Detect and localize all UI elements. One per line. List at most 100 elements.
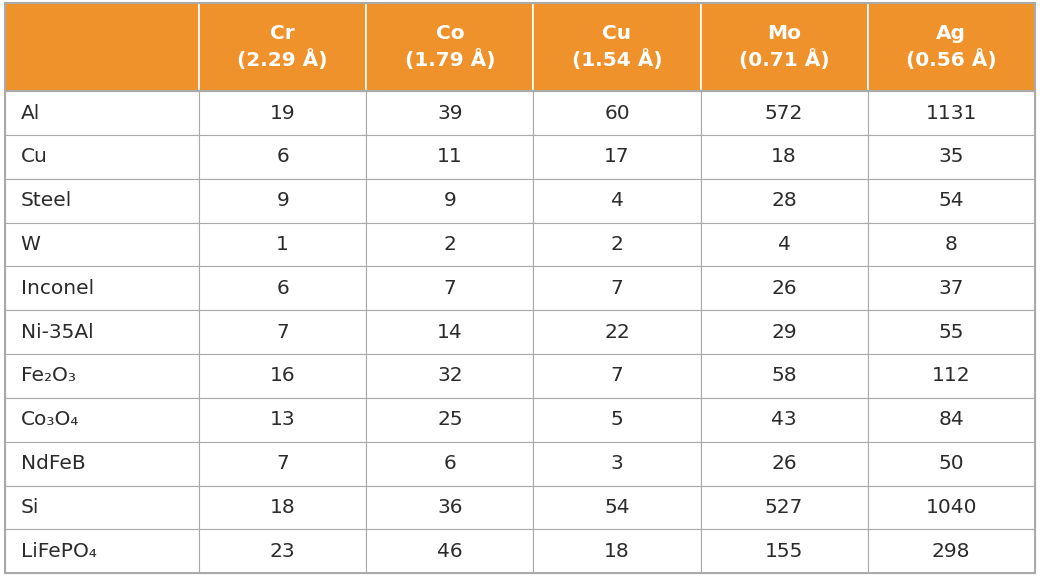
Text: 9: 9 [443,191,457,210]
Text: 28: 28 [772,191,797,210]
Bar [5,310,199,354]
Text: LiFePO₄: LiFePO₄ [21,541,97,560]
Bar [534,398,701,442]
Text: 29: 29 [772,323,797,342]
Bar [366,3,534,91]
Bar [701,91,867,135]
Text: Fe₂O₃: Fe₂O₃ [21,366,76,385]
Bar [5,442,199,486]
Bar [5,529,199,573]
Text: 35: 35 [938,147,964,166]
Bar [534,529,701,573]
Text: 18: 18 [269,498,295,517]
Text: 7: 7 [610,366,623,385]
Text: Cu
(1.54 Å): Cu (1.54 Å) [572,24,662,70]
Bar [199,91,366,135]
Text: 50: 50 [938,454,964,473]
Bar [534,442,701,486]
Bar [534,3,701,91]
Text: 4: 4 [778,235,790,254]
Bar [366,529,534,573]
Bar [867,135,1035,179]
Bar [366,91,534,135]
Bar [366,354,534,398]
Text: 54: 54 [938,191,964,210]
Text: 572: 572 [764,104,803,123]
Bar [366,442,534,486]
Bar [867,486,1035,529]
Text: 7: 7 [277,454,289,473]
Bar [199,398,366,442]
Text: Ni-35Al: Ni-35Al [21,323,94,342]
Text: Mo
(0.71 Å): Mo (0.71 Å) [738,24,830,70]
Text: 58: 58 [772,366,797,385]
Bar [701,442,867,486]
Bar [5,223,199,267]
Bar [5,486,199,529]
Bar [867,91,1035,135]
Bar [199,354,366,398]
Text: 155: 155 [764,541,803,560]
Bar [5,179,199,223]
Bar [701,179,867,223]
Bar [199,310,366,354]
Bar [199,3,366,91]
Text: Cr
(2.29 Å): Cr (2.29 Å) [237,24,328,70]
Bar [366,486,534,529]
Bar [701,354,867,398]
Bar [5,398,199,442]
Bar [701,310,867,354]
Bar [366,223,534,267]
Bar [5,135,199,179]
Text: 46: 46 [437,541,463,560]
Text: 22: 22 [604,323,630,342]
Bar [534,486,701,529]
Bar [534,223,701,267]
Text: 16: 16 [270,366,295,385]
Bar [199,442,366,486]
Text: 6: 6 [277,279,289,298]
Bar [199,179,366,223]
Bar [701,486,867,529]
Text: 26: 26 [772,279,797,298]
Bar [199,223,366,267]
Text: 43: 43 [772,410,797,429]
Text: 8: 8 [944,235,958,254]
Bar [867,310,1035,354]
Bar [366,398,534,442]
Text: Cu: Cu [21,147,48,166]
Text: 2: 2 [610,235,623,254]
Text: 36: 36 [437,498,463,517]
Text: 26: 26 [772,454,797,473]
Text: Ag
(0.56 Å): Ag (0.56 Å) [906,24,996,70]
Bar [867,529,1035,573]
Text: 18: 18 [772,147,797,166]
Text: 39: 39 [437,104,463,123]
Text: Si: Si [21,498,40,517]
Text: 11: 11 [437,147,463,166]
Text: 527: 527 [764,498,803,517]
Bar [199,267,366,310]
Text: 13: 13 [270,410,295,429]
Bar [5,91,199,135]
Text: 84: 84 [938,410,964,429]
Bar [701,398,867,442]
Text: 14: 14 [437,323,463,342]
Text: 7: 7 [443,279,457,298]
Text: 54: 54 [604,498,630,517]
Text: 7: 7 [610,279,623,298]
Bar [701,3,867,91]
Text: Co
(1.79 Å): Co (1.79 Å) [405,24,495,70]
Text: 6: 6 [443,454,457,473]
Text: 3: 3 [610,454,623,473]
Bar [701,223,867,267]
Text: 25: 25 [437,410,463,429]
Bar [199,135,366,179]
Text: NdFeB: NdFeB [21,454,85,473]
Bar [366,179,534,223]
Text: 17: 17 [604,147,630,166]
Bar [701,267,867,310]
Bar [366,310,534,354]
Text: 18: 18 [604,541,630,560]
Text: 32: 32 [437,366,463,385]
